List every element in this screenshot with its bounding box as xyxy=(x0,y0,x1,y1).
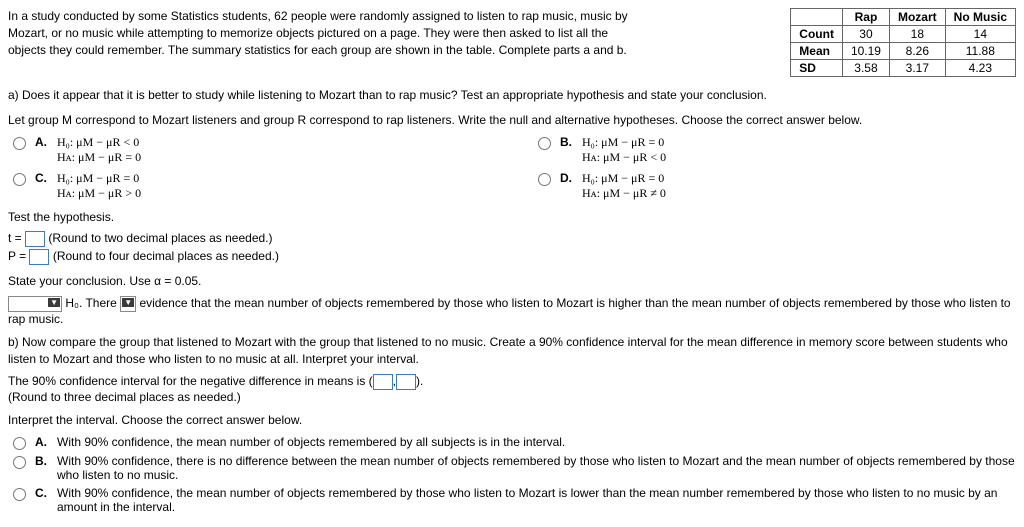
ci-text-1: The 90% confidence interval for the nega… xyxy=(8,374,373,388)
radio-A[interactable] xyxy=(13,137,26,150)
conclusion-dropdown-1[interactable] xyxy=(8,296,62,312)
intro-text: In a study conducted by some Statistics … xyxy=(8,8,628,58)
conclusion-dropdown-2[interactable] xyxy=(120,296,136,312)
p-round-note: (Round to four decimal places as needed.… xyxy=(53,250,279,264)
stats-table: Rap Mozart No Music Count 30 18 14 Mean … xyxy=(790,8,1016,77)
interpret-prompt: Interpret the interval. Choose the corre… xyxy=(8,412,1016,429)
t-symbol: t = xyxy=(8,232,22,246)
radio-B[interactable] xyxy=(538,137,551,150)
interpret-choices: A. With 90% confidence, the mean number … xyxy=(8,435,1016,514)
ci-text-2: ). xyxy=(416,374,423,388)
radio-interp-A[interactable] xyxy=(13,437,26,450)
t-round-note: (Round to two decimal places as needed.) xyxy=(48,232,272,246)
interp-B-text: With 90% confidence, there is no differe… xyxy=(57,454,1016,482)
p-symbol: P = xyxy=(8,250,26,264)
p-input[interactable] xyxy=(29,249,49,265)
interp-A-text: With 90% confidence, the mean number of … xyxy=(57,435,1016,449)
conclusion-text-2: evidence that the mean number of objects… xyxy=(8,296,1011,326)
ci-round-note: (Round to three decimal places as needed… xyxy=(8,390,1016,404)
radio-C[interactable] xyxy=(13,173,26,186)
ci-upper-input[interactable] xyxy=(396,374,416,390)
hypothesis-prompt: Let group M correspond to Mozart listene… xyxy=(8,112,1016,129)
radio-interp-B[interactable] xyxy=(13,456,26,469)
conclusion-text-1: H₀. There xyxy=(65,296,120,310)
interp-C-text: With 90% confidence, the mean number of … xyxy=(57,486,1016,514)
test-label: Test the hypothesis. xyxy=(8,209,1016,226)
question-a: a) Does it appear that it is better to s… xyxy=(8,87,1016,104)
hypothesis-choices: A.H₀: μM − μR < 0 Hᴀ: μM − μR = 0 B.H₀: … xyxy=(8,135,858,201)
state-conclusion-label: State your conclusion. Use α = 0.05. xyxy=(8,273,1016,290)
t-input[interactable] xyxy=(25,231,45,247)
radio-interp-C[interactable] xyxy=(13,488,26,501)
ci-lower-input[interactable] xyxy=(373,374,393,390)
question-b: b) Now compare the group that listened t… xyxy=(8,334,1016,368)
radio-D[interactable] xyxy=(538,173,551,186)
